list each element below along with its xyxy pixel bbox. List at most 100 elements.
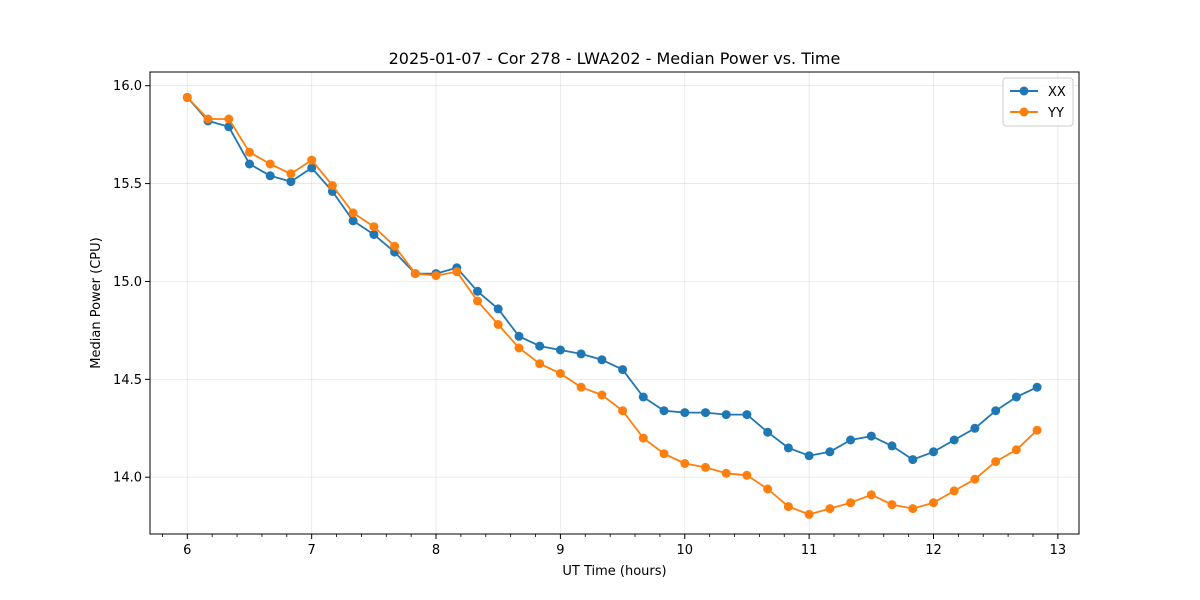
data-point-yy: [701, 462, 710, 472]
data-point-xx: [991, 406, 1001, 416]
data-point-xx: [286, 177, 296, 187]
data-point-yy: [846, 498, 856, 508]
x-tick-label: 11: [801, 543, 818, 558]
data-point-xx: [846, 435, 856, 445]
x-tick-label: 13: [1050, 543, 1067, 558]
data-point-yy: [410, 269, 420, 279]
y-tick-label: 14.5: [113, 373, 142, 388]
data-point-xx: [866, 431, 876, 441]
data-point-xx: [224, 122, 234, 132]
data-point-yy: [431, 271, 441, 281]
data-point-xx: [763, 427, 773, 437]
legend: XX YY: [1002, 77, 1074, 127]
data-point-yy: [638, 433, 648, 443]
data-point-xx: [535, 341, 545, 351]
data-point-xx: [970, 423, 980, 433]
data-point-xx: [265, 171, 275, 181]
data-point-xx: [701, 408, 710, 418]
data-point-yy: [1011, 445, 1021, 455]
data-point-yy: [369, 222, 379, 232]
data-point-yy: [576, 382, 586, 392]
y-axis-label: Median Power (CPU): [89, 237, 104, 368]
plot-series: [182, 92, 1042, 519]
x-tick-label: 12: [925, 543, 942, 558]
data-point-yy: [245, 147, 254, 157]
data-point-xx: [555, 345, 565, 355]
data-point-yy: [618, 406, 628, 416]
x-tick-label: 6: [183, 543, 191, 558]
data-point-xx: [473, 286, 482, 296]
axis-ticks: 6 7 8 9 10 11 12 13 14.0 14.5 15.0 15.5 16.0: [113, 79, 1066, 558]
plot-frame: [149, 71, 1080, 535]
data-point-yy: [659, 449, 669, 459]
data-point-yy: [887, 500, 897, 510]
data-point-yy: [182, 92, 192, 102]
data-point-yy: [307, 155, 317, 165]
data-point-yy: [970, 474, 980, 484]
legend-label-xx: XX: [1048, 85, 1066, 100]
data-point-yy: [597, 390, 607, 400]
data-point-xx: [929, 447, 938, 457]
data-point-xx: [618, 365, 628, 375]
data-point-yy: [286, 169, 296, 179]
data-point-yy: [390, 241, 400, 251]
data-point-yy: [473, 296, 482, 306]
data-point-yy: [783, 502, 793, 512]
legend-marker-yy: [1019, 107, 1029, 117]
data-point-yy: [825, 504, 835, 514]
data-point-yy: [991, 457, 1001, 467]
grid-lines: [150, 72, 1079, 534]
data-point-yy: [348, 208, 358, 218]
data-point-xx: [804, 451, 814, 461]
y-tick-label: 16.0: [113, 79, 142, 94]
data-point-xx: [680, 408, 690, 418]
data-point-yy: [452, 267, 462, 277]
data-point-xx: [245, 159, 254, 169]
data-point-yy: [763, 484, 773, 494]
data-point-xx: [638, 392, 648, 402]
data-point-xx: [721, 410, 731, 420]
data-point-xx: [348, 216, 358, 226]
data-point-yy: [949, 486, 959, 496]
data-point-yy: [535, 359, 545, 369]
data-point-xx: [908, 455, 918, 465]
data-point-xx: [576, 349, 586, 359]
x-tick-label: 10: [676, 543, 693, 558]
data-point-yy: [866, 490, 876, 500]
data-point-xx: [514, 331, 524, 341]
data-point-xx: [1032, 382, 1042, 392]
data-point-xx: [949, 435, 959, 445]
data-point-xx: [783, 443, 793, 453]
data-point-yy: [327, 181, 337, 190]
data-point-yy: [721, 468, 731, 478]
legend-marker-xx: [1019, 86, 1029, 96]
y-tick-label: 15.0: [113, 275, 142, 290]
data-point-yy: [224, 114, 234, 124]
data-point-yy: [908, 504, 918, 514]
data-point-xx: [1011, 392, 1021, 402]
legend-label-yy: YY: [1047, 106, 1064, 121]
x-tick-label: 8: [432, 543, 440, 558]
data-point-xx: [659, 406, 669, 416]
data-point-yy: [1032, 425, 1042, 435]
data-point-yy: [203, 114, 213, 124]
data-point-xx: [369, 230, 379, 239]
x-tick-label: 9: [556, 543, 564, 558]
data-point-xx: [742, 410, 752, 420]
data-point-xx: [597, 355, 607, 365]
data-point-yy: [804, 509, 814, 519]
data-point-yy: [493, 320, 503, 329]
data-point-xx: [307, 163, 317, 173]
data-point-yy: [742, 470, 752, 480]
x-tick-label: 7: [308, 543, 316, 558]
data-point-yy: [555, 369, 565, 378]
data-point-xx: [825, 447, 835, 457]
x-axis-label: UT Time (hours): [562, 564, 666, 579]
data-point-xx: [493, 304, 503, 314]
chart-title: 2025-01-07 - Cor 278 - LWA202 - Median P…: [389, 49, 841, 68]
data-point-yy: [514, 343, 524, 353]
y-tick-label: 14.0: [113, 471, 142, 486]
y-tick-label: 15.5: [113, 177, 142, 192]
